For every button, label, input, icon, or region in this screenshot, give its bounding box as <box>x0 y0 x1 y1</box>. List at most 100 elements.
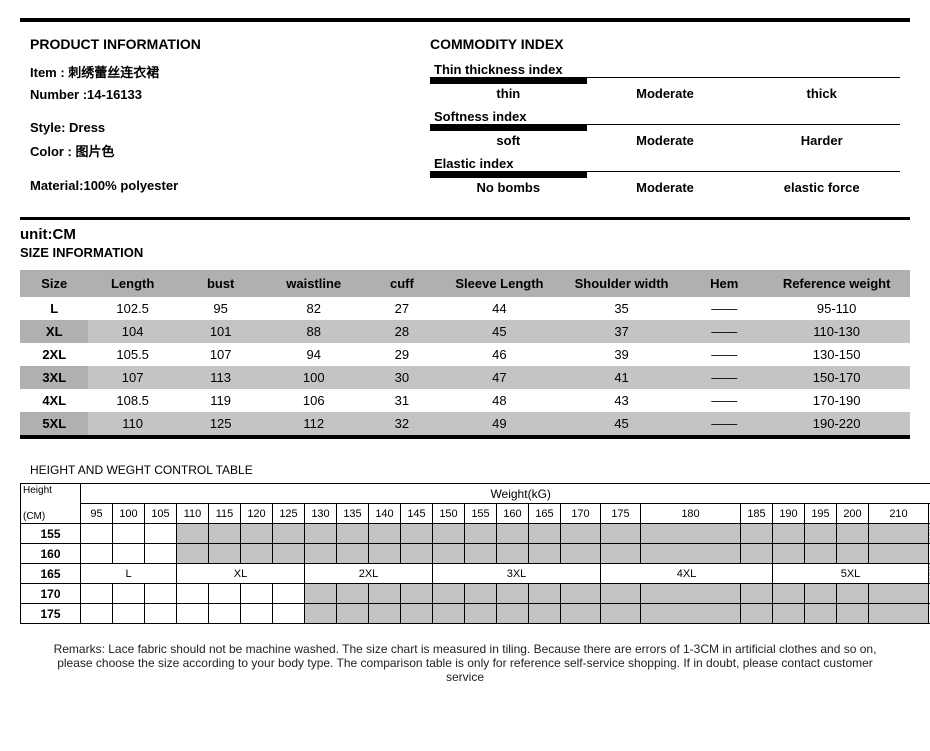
hw-cell <box>529 544 561 564</box>
hw-cell <box>401 584 433 604</box>
size-cell: 88 <box>265 320 363 343</box>
hw-cell <box>561 584 601 604</box>
hw-cell <box>561 604 601 624</box>
hw-cell <box>601 524 641 544</box>
size-col-header: bust <box>177 270 265 297</box>
hw-size-band: L <box>81 564 177 584</box>
hw-cell <box>805 544 837 564</box>
hw-cell <box>241 584 273 604</box>
index-option: No bombs <box>430 172 587 197</box>
size-cell: 119 <box>177 389 265 412</box>
hw-cell <box>741 544 773 564</box>
size-cell: 102.5 <box>88 297 176 320</box>
hw-cell <box>773 544 805 564</box>
hw-cell <box>869 604 929 624</box>
hw-cell <box>497 544 529 564</box>
size-col-header: Reference weight <box>763 270 910 297</box>
hw-cell <box>641 524 741 544</box>
size-cell: 190-220 <box>763 412 910 435</box>
size-cell: 29 <box>363 343 441 366</box>
size-cell: 43 <box>558 389 685 412</box>
hw-size-band: 5XL <box>773 564 929 584</box>
hw-cell <box>805 524 837 544</box>
hw-cell <box>177 544 209 564</box>
size-cell: 27 <box>363 297 441 320</box>
hw-weight-col: 165 <box>529 504 561 524</box>
hw-cell <box>113 604 145 624</box>
hw-cell <box>773 584 805 604</box>
hw-weight-col: 140 <box>369 504 401 524</box>
hw-cell <box>177 604 209 624</box>
size-col-header: Length <box>88 270 176 297</box>
hw-weight-col: 115 <box>209 504 241 524</box>
index-option: elastic force <box>743 172 900 197</box>
hw-cell <box>81 544 113 564</box>
hw-cell <box>465 524 497 544</box>
hw-height-row: 175 <box>21 604 81 624</box>
hw-size-band: 3XL <box>433 564 601 584</box>
hw-cell <box>433 524 465 544</box>
hw-cell <box>741 584 773 604</box>
hw-height-row: 165 <box>21 564 81 584</box>
hw-cell <box>209 544 241 564</box>
size-cell: 100 <box>265 366 363 389</box>
hw-weight-col: 200 <box>837 504 869 524</box>
size-cell: 107 <box>177 343 265 366</box>
hw-weight-col: 135 <box>337 504 369 524</box>
size-cell: 32 <box>363 412 441 435</box>
size-cell: 112 <box>265 412 363 435</box>
hw-cell <box>209 604 241 624</box>
hw-cell <box>601 604 641 624</box>
hw-cell <box>305 604 337 624</box>
hw-cell <box>145 604 177 624</box>
hw-cell <box>337 584 369 604</box>
index-label: Thin thickness index <box>430 62 900 77</box>
size-col-header: Sleeve Length <box>441 270 558 297</box>
hw-cell <box>641 584 741 604</box>
hw-cell <box>177 524 209 544</box>
hw-weight-col: 160 <box>497 504 529 524</box>
hw-corner: Height(CM) <box>21 484 81 524</box>
size-cell: 108.5 <box>88 389 176 412</box>
hw-cell <box>401 544 433 564</box>
hw-cell <box>273 524 305 544</box>
hw-cell <box>305 584 337 604</box>
hw-cell <box>805 604 837 624</box>
hw-cell <box>305 524 337 544</box>
hw-cell <box>81 604 113 624</box>
hw-cell <box>741 604 773 624</box>
hw-weight-col: 190 <box>773 504 805 524</box>
hw-cell <box>601 544 641 564</box>
size-col-header: Size <box>20 270 88 297</box>
hw-cell <box>177 584 209 604</box>
size-cell: —— <box>685 297 763 320</box>
size-cell: 44 <box>441 297 558 320</box>
hw-cell <box>837 604 869 624</box>
hw-cell <box>497 524 529 544</box>
hw-weight-col: 170 <box>561 504 601 524</box>
hw-cell <box>529 584 561 604</box>
hw-cell <box>401 524 433 544</box>
hw-cell <box>369 584 401 604</box>
size-cell: 125 <box>177 412 265 435</box>
size-cell: 113 <box>177 366 265 389</box>
size-cell: 39 <box>558 343 685 366</box>
size-cell: —— <box>685 320 763 343</box>
size-cell: 110 <box>88 412 176 435</box>
size-cell: 95-110 <box>763 297 910 320</box>
remarks-text: Remarks: Lace fabric should not be machi… <box>0 624 930 694</box>
size-cell: 49 <box>441 412 558 435</box>
hw-cell <box>113 544 145 564</box>
hw-cell <box>869 524 929 544</box>
hw-weight-col: 100 <box>113 504 145 524</box>
hw-weight-col: 105 <box>145 504 177 524</box>
hw-size-band: 4XL <box>601 564 773 584</box>
index-option: soft <box>430 125 587 150</box>
hw-cell <box>369 604 401 624</box>
hw-cell <box>369 524 401 544</box>
hw-cell <box>81 584 113 604</box>
size-cell: 35 <box>558 297 685 320</box>
hw-weight-col: 125 <box>273 504 305 524</box>
size-cell: 95 <box>177 297 265 320</box>
hw-cell <box>369 544 401 564</box>
